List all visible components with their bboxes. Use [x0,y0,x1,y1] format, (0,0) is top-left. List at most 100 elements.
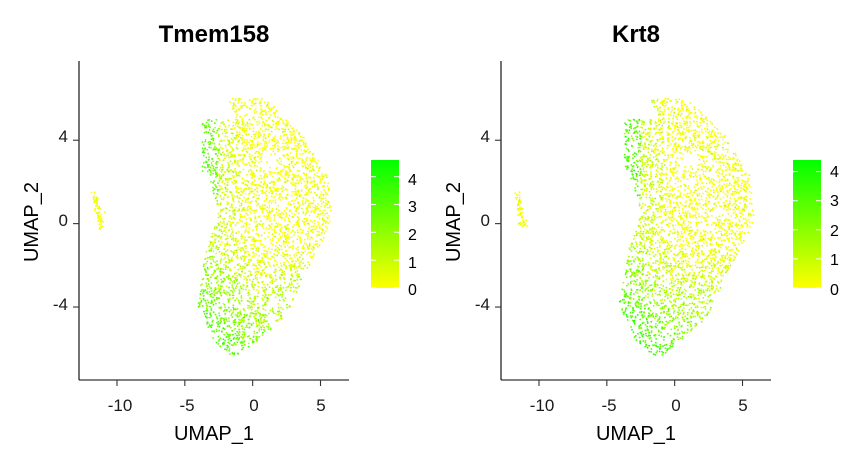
cell-point [246,335,249,338]
cell-point [721,136,724,139]
cell-point [690,293,693,296]
cell-point [674,237,676,240]
cell-point [230,250,233,253]
cell-point [210,171,212,174]
cell-point [236,134,239,137]
cell-point [309,166,312,169]
cell-point [204,258,207,261]
cell-point [228,317,230,319]
cell-point [281,231,283,234]
cell-point [726,253,729,256]
cell-point [267,323,270,325]
cell-point [216,129,219,132]
cell-point [219,285,222,288]
cell-point [281,294,284,296]
cell-point [287,285,290,288]
cell-point [676,236,679,239]
cell-point [266,124,269,126]
cell-point [679,249,681,251]
cell-point [232,216,235,219]
cell-point [255,312,258,315]
cell-point [287,158,290,161]
cell-point [232,221,235,224]
cell-point [237,332,240,335]
cell-point [663,105,666,108]
cell-point [644,332,647,335]
cell-point [253,264,256,267]
cell-point [684,201,687,204]
cell-point [292,166,295,169]
cell-point [686,277,688,280]
cell-point [230,137,233,140]
cell-point [247,231,250,234]
cell-point [684,271,687,274]
cell-point [302,152,304,155]
cell-point [296,266,298,269]
cell-point [207,131,210,134]
cell-point [662,179,664,182]
cell-point [235,190,238,192]
cell-point [256,289,258,291]
cell-point [211,235,214,238]
cell-point [270,153,273,156]
cell-point [262,269,264,271]
cell-point [669,185,672,188]
cell-point [707,166,710,168]
cell-point [223,139,225,142]
cell-point [295,286,297,289]
cell-point [222,291,225,294]
cell-point [294,193,296,196]
cell-point [238,131,241,134]
cell-point [226,346,229,349]
cell-point [248,293,251,296]
cell-point [231,286,234,289]
cell-point [99,208,102,211]
x-tick-label: -10 [108,396,133,415]
cell-point [312,247,315,249]
cell-point [655,173,658,176]
cell-point [678,332,681,335]
cell-point [247,188,250,191]
cell-point [663,230,666,233]
cell-point [238,99,240,102]
cell-point [247,342,250,345]
cell-point [210,255,212,258]
cell-point [322,194,325,197]
cell-point [628,263,630,266]
cell-point [221,232,224,235]
cell-point [280,262,282,265]
cell-point [292,148,294,151]
cell-point [277,160,280,163]
cell-point [224,157,226,160]
cell-point [252,196,255,199]
cell-point [255,225,258,228]
cell-point [292,176,295,179]
cell-point [258,194,260,197]
cell-point [98,223,101,226]
cell-point [290,200,293,203]
cell-point [635,274,638,276]
cell-point [199,293,202,296]
cell-point [259,313,262,316]
cell-point [221,168,224,171]
cell-point [219,125,221,127]
cell-point [689,221,692,224]
cell-point [299,135,302,138]
cell-point [649,334,651,337]
cell-point [253,133,256,136]
cell-point [230,141,233,144]
cell-point [273,187,276,190]
cell-point [683,304,685,306]
cell-point [687,210,689,213]
cell-point [243,196,246,199]
cell-point [224,146,227,149]
cell-point [249,190,251,193]
cell-point [245,150,248,153]
cell-point [237,299,240,302]
cell-point [305,243,308,245]
cell-point [643,179,645,182]
cell-point [204,140,207,143]
cell-point [252,175,254,178]
cell-point [233,243,236,246]
cell-point [288,237,291,240]
